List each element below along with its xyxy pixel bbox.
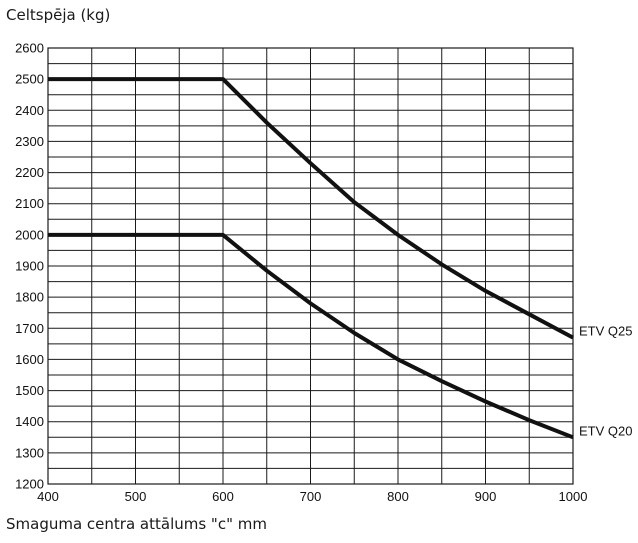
y-tick-label: 1900 bbox=[15, 259, 44, 274]
x-tick-label: 900 bbox=[475, 489, 497, 504]
x-axis-title: Smaguma centra attālums "c" mm bbox=[6, 515, 267, 533]
y-tick-label: 1600 bbox=[15, 352, 44, 367]
y-tick-label: 2600 bbox=[15, 41, 44, 56]
y-tick-label: 2100 bbox=[15, 196, 44, 211]
y-tick-label: 1500 bbox=[15, 383, 44, 398]
y-tick-label: 1200 bbox=[15, 477, 44, 492]
y-tick-label: 2500 bbox=[15, 72, 44, 87]
x-tick-label: 500 bbox=[125, 489, 147, 504]
series-line bbox=[48, 232, 574, 440]
y-tick-label: 2000 bbox=[15, 227, 44, 242]
x-tick-label: 800 bbox=[387, 489, 409, 504]
y-tick-label: 1300 bbox=[15, 445, 44, 460]
y-tick-label: 2200 bbox=[15, 165, 44, 180]
y-tick-label: 2400 bbox=[15, 103, 44, 118]
y-tick-label: 1700 bbox=[15, 321, 44, 336]
series-label: ETV Q20 bbox=[579, 423, 632, 438]
x-tick-label: 600 bbox=[212, 489, 234, 504]
x-tick-label: 400 bbox=[37, 489, 59, 504]
x-tick-label: 700 bbox=[300, 489, 322, 504]
y-tick-label: 2300 bbox=[15, 134, 44, 149]
y-tick-label: 1400 bbox=[15, 414, 44, 429]
x-tick-label: 1000 bbox=[559, 489, 588, 504]
capacity-chart: 1200 1300 1400 1500 1600 1700 1800 1900 2000 2100… bbox=[15, 41, 632, 505]
y-tick-label: 1800 bbox=[15, 290, 44, 305]
y-axis-title: Celtspēja (kg) bbox=[6, 6, 111, 24]
plot-frame bbox=[47, 47, 574, 485]
series-line bbox=[48, 77, 574, 340]
series-label: ETV Q25 bbox=[579, 324, 632, 339]
